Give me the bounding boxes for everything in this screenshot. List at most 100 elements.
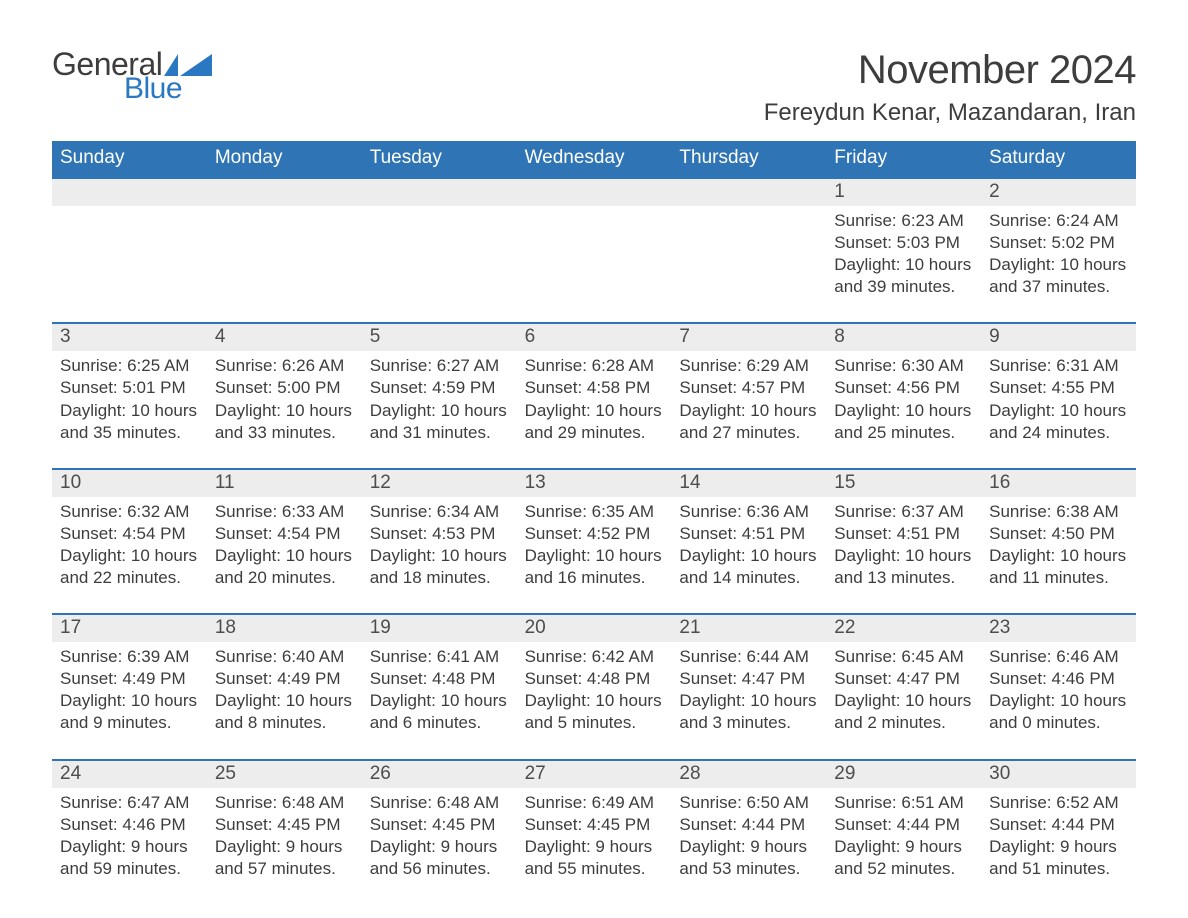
day1-text: Daylight: 10 hours (215, 545, 354, 567)
day-number: 3 (52, 324, 207, 351)
sunset-text: Sunset: 4:47 PM (834, 668, 973, 690)
day-number: 23 (981, 615, 1136, 642)
day-cell: Sunrise: 6:40 AMSunset: 4:49 PMDaylight:… (207, 642, 362, 740)
day1-text: Daylight: 10 hours (525, 690, 664, 712)
sunset-text: Sunset: 4:51 PM (834, 523, 973, 545)
day-cell: Sunrise: 6:36 AMSunset: 4:51 PMDaylight:… (671, 497, 826, 595)
day-header: Friday (826, 141, 981, 177)
sunrise-text: Sunrise: 6:48 AM (370, 792, 509, 814)
day-cell: Sunrise: 6:44 AMSunset: 4:47 PMDaylight:… (671, 642, 826, 740)
sunset-text: Sunset: 5:00 PM (215, 377, 354, 399)
day-number (671, 179, 826, 206)
day-header: Tuesday (362, 141, 517, 177)
sunset-text: Sunset: 4:45 PM (215, 814, 354, 836)
day2-text: and 25 minutes. (834, 422, 973, 444)
day-cell: Sunrise: 6:46 AMSunset: 4:46 PMDaylight:… (981, 642, 1136, 740)
day-cell: Sunrise: 6:42 AMSunset: 4:48 PMDaylight:… (517, 642, 672, 740)
day-header: Wednesday (517, 141, 672, 177)
day1-text: Daylight: 10 hours (525, 400, 664, 422)
sunrise-text: Sunrise: 6:24 AM (989, 210, 1128, 232)
sunset-text: Sunset: 4:53 PM (370, 523, 509, 545)
calendar: Sunday Monday Tuesday Wednesday Thursday… (52, 141, 1136, 886)
sunset-text: Sunset: 4:51 PM (679, 523, 818, 545)
day1-text: Daylight: 10 hours (370, 400, 509, 422)
day-number: 25 (207, 761, 362, 788)
day1-text: Daylight: 10 hours (989, 545, 1128, 567)
day-number: 21 (671, 615, 826, 642)
sunset-text: Sunset: 4:44 PM (989, 814, 1128, 836)
day2-text: and 29 minutes. (525, 422, 664, 444)
day2-text: and 39 minutes. (834, 276, 973, 298)
sunset-text: Sunset: 4:55 PM (989, 377, 1128, 399)
sunset-text: Sunset: 4:45 PM (370, 814, 509, 836)
week-row: 3456789 Sunrise: 6:25 AMSunset: 5:01 PM Da… (52, 322, 1136, 449)
week-row: 12Sunrise: 6:23 AMSunset: 5:03 PMDayligh… (52, 177, 1136, 304)
day1-text: Daylight: 9 hours (60, 836, 199, 858)
day2-text: and 11 minutes. (989, 567, 1128, 589)
day-number: 18 (207, 615, 362, 642)
day-body-row: Sunrise: 6:23 AMSunset: 5:03 PMDaylight:… (52, 206, 1136, 304)
sunset-text: Sunset: 5:01 PM (60, 377, 199, 399)
sunrise-text: Sunrise: 6:40 AM (215, 646, 354, 668)
sunrise-text: Sunrise: 6:36 AM (679, 501, 818, 523)
day-cell: Sunrise: 6:48 AMSunset: 4:45 PMDaylight:… (362, 788, 517, 886)
day1-text: Daylight: 10 hours (370, 690, 509, 712)
day1-text: Daylight: 10 hours (834, 690, 973, 712)
day1-text: Daylight: 10 hours (989, 690, 1128, 712)
day-number: 15 (826, 470, 981, 497)
day1-text: Daylight: 10 hours (215, 400, 354, 422)
sunset-text: Sunset: 5:02 PM (989, 232, 1128, 254)
day-number: 24 (52, 761, 207, 788)
sunrise-text: Sunrise: 6:30 AM (834, 355, 973, 377)
daynum-row: 3456789 (52, 324, 1136, 351)
logo-word-blue: Blue (124, 74, 212, 104)
day1-text: Daylight: 10 hours (989, 400, 1128, 422)
day-number: 2 (981, 179, 1136, 206)
sunset-text: Sunset: 4:59 PM (370, 377, 509, 399)
sunrise-text: Sunrise: 6:47 AM (60, 792, 199, 814)
day1-text: Daylight: 9 hours (679, 836, 818, 858)
day-cell: Sunrise: 6:48 AMSunset: 4:45 PMDaylight:… (207, 788, 362, 886)
day-number: 7 (671, 324, 826, 351)
day-number: 5 (362, 324, 517, 351)
day-cell: Sunrise: 6:23 AMSunset: 5:03 PMDaylight:… (826, 206, 981, 304)
sunrise-text: Sunrise: 6:35 AM (525, 501, 664, 523)
day-number: 10 (52, 470, 207, 497)
sunset-text: Sunset: 4:48 PM (370, 668, 509, 690)
daynum-row: 24252627282930 (52, 761, 1136, 788)
daynum-row: 10111213141516 (52, 470, 1136, 497)
day-cell: Sunrise: 6:24 AMSunset: 5:02 PMDaylight:… (981, 206, 1136, 304)
header: General Blue November 2024 Fereydun Kena… (52, 48, 1136, 127)
day-number (52, 179, 207, 206)
sunset-text: Sunset: 4:44 PM (679, 814, 818, 836)
day-cell (207, 206, 362, 304)
day-cell: Sunrise: 6:31 AMSunset: 4:55 PMDaylight:… (981, 351, 1136, 449)
day2-text: and 37 minutes. (989, 276, 1128, 298)
day-cell: Sunrise: 6:32 AMSunset: 4:54 PMDaylight:… (52, 497, 207, 595)
day-number: 29 (826, 761, 981, 788)
day-header: Monday (207, 141, 362, 177)
location-text: Fereydun Kenar, Mazandaran, Iran (764, 99, 1136, 127)
day-cell: Sunrise: 6:45 AMSunset: 4:47 PMDaylight:… (826, 642, 981, 740)
sunrise-text: Sunrise: 6:51 AM (834, 792, 973, 814)
day-cell (517, 206, 672, 304)
sunset-text: Sunset: 4:50 PM (989, 523, 1128, 545)
day-header: Sunday (52, 141, 207, 177)
sunset-text: Sunset: 4:58 PM (525, 377, 664, 399)
day-number: 9 (981, 324, 1136, 351)
day1-text: Daylight: 10 hours (60, 545, 199, 567)
sunset-text: Sunset: 4:56 PM (834, 377, 973, 399)
sunset-text: Sunset: 4:54 PM (215, 523, 354, 545)
day-cell: Sunrise: 6:49 AMSunset: 4:45 PMDaylight:… (517, 788, 672, 886)
day-number: 17 (52, 615, 207, 642)
day-number: 16 (981, 470, 1136, 497)
day2-text: and 14 minutes. (679, 567, 818, 589)
day-number: 28 (671, 761, 826, 788)
day-cell: Sunrise: 6:26 AMSunset: 5:00 PMDaylight:… (207, 351, 362, 449)
sunrise-text: Sunrise: 6:25 AM (60, 355, 199, 377)
sunrise-text: Sunrise: 6:42 AM (525, 646, 664, 668)
day2-text: and 35 minutes. (60, 422, 199, 444)
day2-text: and 0 minutes. (989, 712, 1128, 734)
daynum-row: 12 (52, 179, 1136, 206)
sunset-text: Sunset: 4:47 PM (679, 668, 818, 690)
